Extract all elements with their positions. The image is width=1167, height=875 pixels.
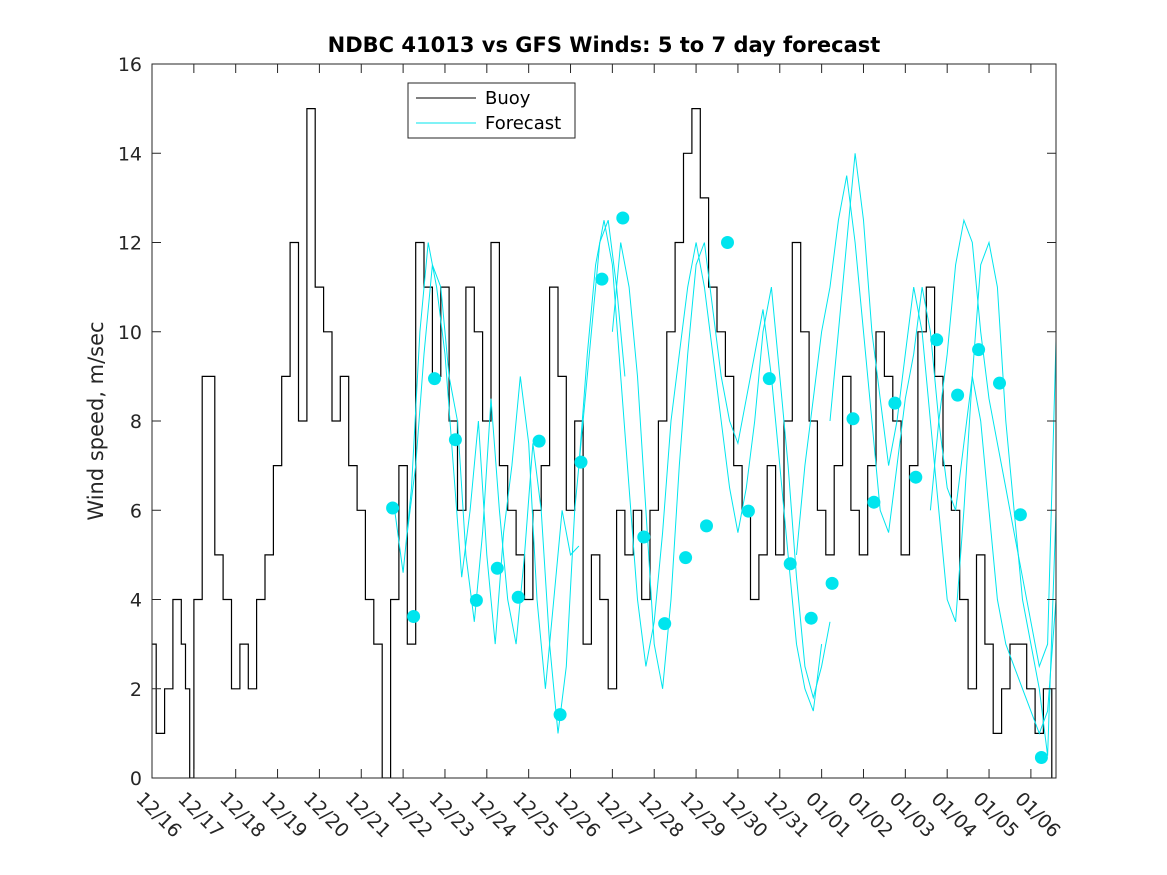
forecast-point xyxy=(553,708,567,722)
legend-label-buoy: Buoy xyxy=(485,88,531,109)
y-tick-label: 14 xyxy=(118,143,142,165)
x-tick-label: 12/30 xyxy=(717,788,771,842)
forecast-point xyxy=(888,396,902,410)
legend-label-forecast: Forecast xyxy=(485,113,561,134)
forecast-point xyxy=(846,412,860,426)
x-tick-label: 12/22 xyxy=(383,788,437,842)
forecast-point xyxy=(679,551,693,565)
x-tick-label: 01/06 xyxy=(1010,788,1064,842)
forecast-point xyxy=(972,343,986,357)
forecast-point xyxy=(1013,508,1027,522)
y-tick-label: 12 xyxy=(118,233,142,255)
forecast-series-line xyxy=(796,175,1056,735)
x-tick-label: 12/25 xyxy=(508,788,562,842)
markers-layer xyxy=(386,211,1048,764)
x-tick-label: 01/05 xyxy=(969,788,1023,842)
forecast-point xyxy=(574,455,588,469)
y-tick-label: 6 xyxy=(130,500,142,522)
legend: Buoy Forecast xyxy=(407,82,576,139)
x-tick-label: 01/03 xyxy=(885,788,939,842)
chart-title: NDBC 41013 vs GFS Winds: 5 to 7 day fore… xyxy=(328,33,881,57)
forecast-point xyxy=(951,388,965,402)
x-tick-label: 12/20 xyxy=(299,788,353,842)
legend-box xyxy=(407,82,576,139)
series-layer xyxy=(152,108,1056,778)
x-tick-label: 12/24 xyxy=(466,788,520,842)
forecast-point xyxy=(783,557,797,571)
x-tick-label: 12/27 xyxy=(592,788,646,842)
forecast-point xyxy=(762,372,776,386)
buoy-series-line xyxy=(152,108,1053,778)
forecast-point xyxy=(993,376,1006,390)
forecast-point xyxy=(700,519,713,533)
y-axis-ticks: 0 2 4 6 8 10 12 14 16 xyxy=(118,54,1056,790)
y-tick-label: 16 xyxy=(118,54,142,76)
forecast-point xyxy=(637,530,651,544)
forecast-series-line xyxy=(394,242,580,689)
y-tick-label: 4 xyxy=(130,590,142,612)
forecast-point xyxy=(448,433,462,447)
x-tick-label: 12/17 xyxy=(173,788,227,842)
x-tick-label: 12/23 xyxy=(424,788,478,842)
forecast-point xyxy=(930,333,944,347)
y-tick-label: 2 xyxy=(130,679,142,701)
x-tick-label: 12/29 xyxy=(676,788,730,842)
forecast-point xyxy=(595,272,609,286)
forecast-series-line xyxy=(578,220,831,700)
forecast-point xyxy=(825,576,839,590)
forecast-point xyxy=(428,372,441,386)
y-axis-label: Wind speed, m/sec xyxy=(84,321,108,520)
forecast-point xyxy=(1034,751,1048,764)
forecast-point xyxy=(804,611,818,625)
x-tick-label: 01/04 xyxy=(927,788,981,842)
x-tick-label: 12/28 xyxy=(634,788,688,842)
forecast-point xyxy=(532,434,546,448)
forecast-point xyxy=(867,495,881,509)
forecast-point xyxy=(469,593,483,607)
forecast-point xyxy=(616,211,630,225)
y-tick-label: 8 xyxy=(130,411,142,433)
forecast-point xyxy=(909,470,923,484)
x-tick-label: 12/31 xyxy=(759,788,813,842)
forecast-point xyxy=(490,561,504,575)
forecast-point xyxy=(407,610,421,623)
plot-area xyxy=(152,64,1056,778)
forecast-point xyxy=(511,590,525,604)
y-tick-label: 10 xyxy=(118,322,142,344)
x-tick-label: 12/21 xyxy=(341,788,395,842)
x-tick-label: 12/26 xyxy=(550,788,604,842)
forecast-point xyxy=(386,501,400,515)
forecast-point xyxy=(741,504,755,518)
forecast-point xyxy=(658,617,672,631)
y-tick-label: 0 xyxy=(130,768,142,790)
x-tick-label: 12/18 xyxy=(215,788,269,842)
x-tick-label: 12/19 xyxy=(257,788,311,842)
x-tick-label: 01/02 xyxy=(843,788,897,842)
forecast-series-line xyxy=(406,220,626,734)
forecast-series-line xyxy=(929,218,1056,669)
forecast-point xyxy=(721,236,734,249)
x-tick-label: 12/16 xyxy=(131,788,185,842)
x-tick-label: 01/01 xyxy=(801,788,855,842)
